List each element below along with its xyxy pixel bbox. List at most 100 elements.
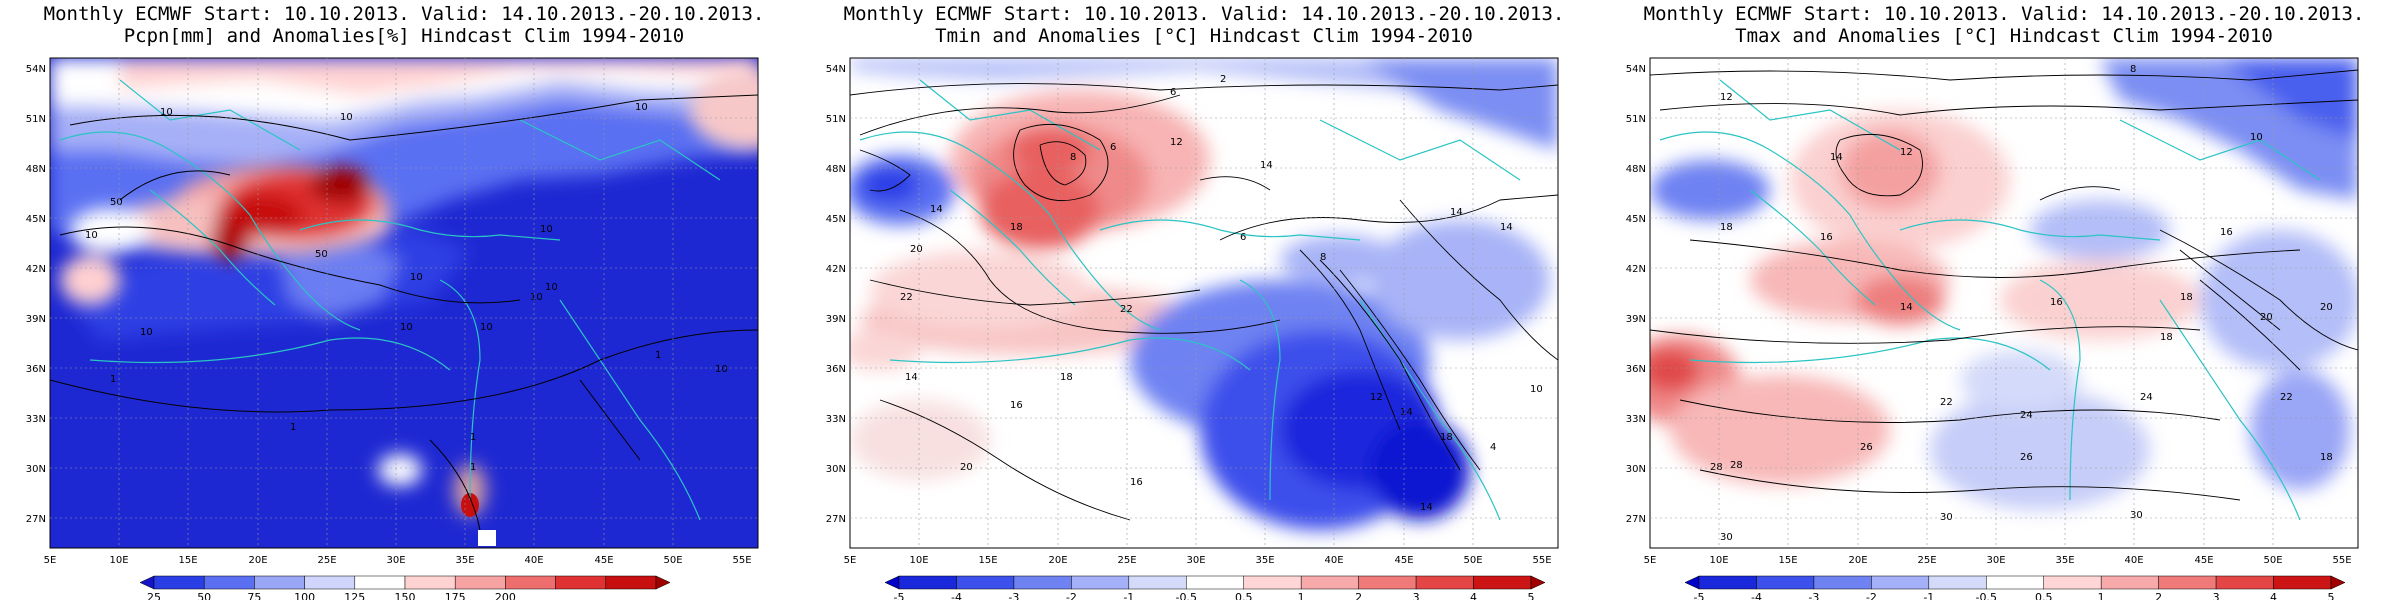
svg-text:10: 10 bbox=[530, 292, 543, 303]
svg-text:14: 14 bbox=[905, 372, 918, 383]
colorbar-label: -4 bbox=[1751, 591, 1762, 600]
graticule bbox=[850, 58, 1558, 548]
svg-text:22: 22 bbox=[1940, 397, 1953, 408]
svg-text:55E: 55E bbox=[1532, 555, 1551, 566]
lon-labels: 5E 10E 15E 20E 25E 30E 35E 40E 45E 50E 5… bbox=[844, 555, 1552, 566]
svg-text:42N: 42N bbox=[1626, 264, 1646, 275]
svg-text:10: 10 bbox=[545, 282, 558, 293]
tmax-anomaly-field bbox=[1650, 58, 2358, 548]
colorbar-label: -0.5 bbox=[1976, 591, 1997, 600]
svg-text:24: 24 bbox=[2020, 410, 2033, 421]
svg-text:50E: 50E bbox=[2263, 555, 2282, 566]
lat-labels: 54N 51N 48N 45N 42N 39N 36N 33N 30N 27N bbox=[1626, 64, 1646, 525]
colorbar-label: -2 bbox=[1066, 591, 1077, 600]
colorbar-label: 100 bbox=[294, 591, 315, 600]
colorbar-swatch bbox=[2100, 575, 2159, 590]
tmin-contours bbox=[850, 83, 1558, 521]
colorbar-swatch bbox=[304, 575, 356, 590]
svg-text:10: 10 bbox=[340, 112, 353, 123]
svg-text:10: 10 bbox=[635, 102, 648, 113]
svg-text:20: 20 bbox=[2260, 312, 2273, 323]
svg-text:28: 28 bbox=[1730, 460, 1743, 471]
svg-text:14: 14 bbox=[1260, 160, 1273, 171]
colorbar-label: 3 bbox=[2213, 591, 2220, 600]
svg-text:27N: 27N bbox=[826, 514, 846, 525]
svg-text:54N: 54N bbox=[826, 64, 846, 75]
colorbar-label: 4 bbox=[1470, 591, 1477, 600]
svg-text:10: 10 bbox=[715, 364, 728, 375]
svg-text:30E: 30E bbox=[1186, 555, 1205, 566]
svg-text:30N: 30N bbox=[826, 464, 846, 475]
colorbar-label: 4 bbox=[2270, 591, 2277, 600]
svg-text:26: 26 bbox=[2020, 452, 2033, 463]
colorbar-swatch bbox=[139, 575, 155, 590]
colorbar-label: 2 bbox=[1355, 591, 1362, 600]
svg-text:30: 30 bbox=[2130, 510, 2143, 521]
colorbar: 25 50 75 100 125 150 175 200 bbox=[139, 575, 671, 600]
svg-text:50E: 50E bbox=[1463, 555, 1482, 566]
panel-title-line1: Monthly ECMWF Start: 10.10.2013. Valid: … bbox=[1644, 3, 2365, 25]
svg-text:6: 6 bbox=[1240, 232, 1246, 243]
svg-text:48N: 48N bbox=[826, 164, 846, 175]
colorbar-label: -5 bbox=[1694, 591, 1705, 600]
colorbar: -5 -4 -3 -2 -1 -0.5 0.5 1 2 3 4 5 bbox=[1684, 575, 2346, 600]
tmax-contours bbox=[1650, 69, 2358, 501]
panel-title-line1: Monthly ECMWF Start: 10.10.2013. Valid: … bbox=[844, 3, 1565, 25]
svg-text:26: 26 bbox=[1860, 442, 1873, 453]
svg-text:50: 50 bbox=[110, 197, 123, 208]
colorbar-label: 1 bbox=[1298, 591, 1305, 600]
svg-text:55E: 55E bbox=[732, 555, 751, 566]
svg-text:8: 8 bbox=[1070, 152, 1076, 163]
map-panel-2: Monthly ECMWF Start: 10.10.2013. Valid: … bbox=[826, 3, 1565, 600]
svg-text:22: 22 bbox=[2280, 392, 2293, 403]
colorbar-label: -2 bbox=[1866, 591, 1877, 600]
colorbar-swatch bbox=[505, 575, 556, 590]
colorbar-swatch bbox=[605, 575, 657, 590]
svg-text:45N: 45N bbox=[1626, 214, 1646, 225]
svg-text:42N: 42N bbox=[826, 264, 846, 275]
svg-text:12: 12 bbox=[1720, 92, 1733, 103]
svg-text:10: 10 bbox=[400, 322, 413, 333]
svg-text:51N: 51N bbox=[826, 114, 846, 125]
svg-text:16: 16 bbox=[2220, 227, 2233, 238]
svg-text:36N: 36N bbox=[26, 364, 46, 375]
svg-text:5E: 5E bbox=[44, 555, 57, 566]
colorbar-swatch bbox=[1186, 575, 1244, 590]
contour-labels: 10 10 10 10 10 10 10 10 10 10 1 1 1 1 1 … bbox=[85, 102, 728, 473]
panel-title-line1: Monthly ECMWF Start: 10.10.2013. Valid: … bbox=[44, 3, 765, 25]
svg-text:14: 14 bbox=[930, 204, 943, 215]
colorbar-label: -3 bbox=[1008, 591, 1019, 600]
colorbar-label: 25 bbox=[147, 591, 161, 600]
colorbar-swatch bbox=[956, 575, 1015, 590]
svg-text:8: 8 bbox=[2130, 64, 2136, 75]
svg-text:27N: 27N bbox=[1626, 514, 1646, 525]
colorbar-label: -0.5 bbox=[1176, 591, 1197, 600]
svg-text:20E: 20E bbox=[1048, 555, 1067, 566]
colorbar-swatch bbox=[2043, 575, 2102, 590]
svg-text:42N: 42N bbox=[26, 264, 46, 275]
colorbar-swatch bbox=[1871, 575, 1930, 590]
precip-contours bbox=[50, 94, 758, 531]
svg-text:10: 10 bbox=[85, 230, 98, 241]
contour-labels: 8 12 14 12 10 16 18 14 16 18 20 22 24 26… bbox=[1710, 64, 2333, 543]
svg-text:4: 4 bbox=[1490, 442, 1496, 453]
colorbar-swatch bbox=[1300, 575, 1359, 590]
panel-tmax: Monthly ECMWF Start: 10.10.2013. Valid: … bbox=[1600, 0, 2400, 600]
svg-text:5E: 5E bbox=[1644, 555, 1657, 566]
svg-text:45E: 45E bbox=[594, 555, 613, 566]
colorbar-label: 5 bbox=[1528, 591, 1535, 600]
svg-text:12: 12 bbox=[1900, 147, 1913, 158]
svg-text:22: 22 bbox=[1120, 304, 1133, 315]
svg-text:10: 10 bbox=[1530, 384, 1543, 395]
svg-text:30N: 30N bbox=[1626, 464, 1646, 475]
tmin-anomaly-field bbox=[850, 58, 1558, 548]
colorbar-label: 175 bbox=[445, 591, 466, 600]
svg-text:16: 16 bbox=[1010, 400, 1023, 411]
svg-text:39N: 39N bbox=[1626, 314, 1646, 325]
svg-text:25E: 25E bbox=[1117, 555, 1136, 566]
svg-text:27N: 27N bbox=[26, 514, 46, 525]
colorbar-label: 1 bbox=[2098, 591, 2105, 600]
colorbar-swatch bbox=[1071, 575, 1130, 590]
colorbar-swatch bbox=[454, 575, 506, 590]
svg-text:54N: 54N bbox=[26, 64, 46, 75]
